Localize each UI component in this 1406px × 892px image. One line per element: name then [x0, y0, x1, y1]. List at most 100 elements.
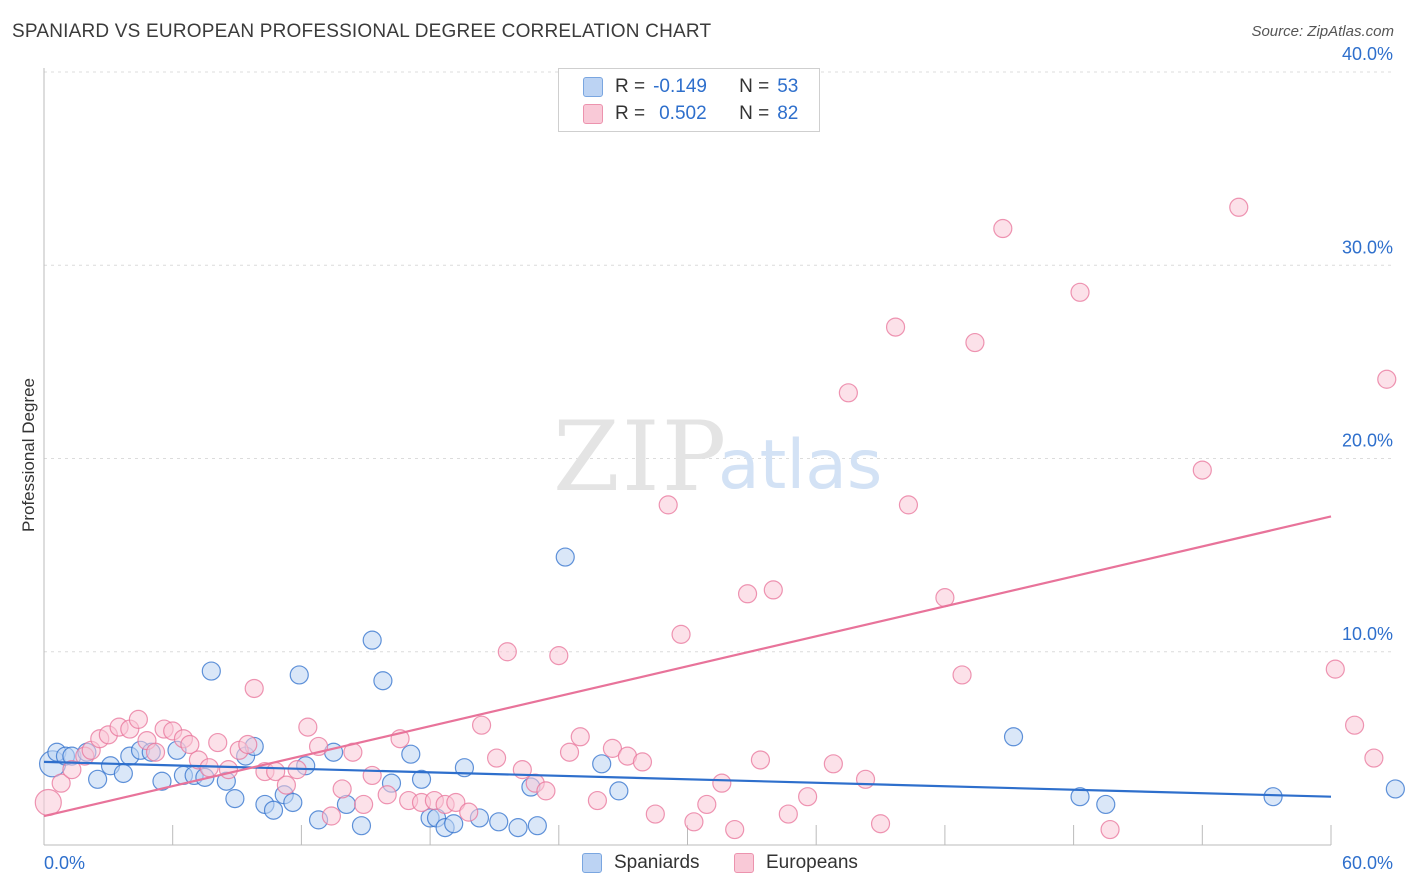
europeans-legend-swatch [734, 853, 754, 873]
europeans-point [238, 734, 258, 755]
spaniards-point [351, 816, 372, 836]
source-label: Source: ZipAtlas.com [1251, 23, 1394, 40]
r-label: R = [615, 103, 646, 124]
x-tick-label-max: 60.0% [1342, 853, 1393, 873]
watermark-zip: ZIP [553, 401, 728, 513]
n-value-spaniards: 53 [777, 76, 799, 97]
europeans-point [684, 812, 704, 832]
spaniards-point [152, 771, 172, 791]
europeans-point [459, 802, 479, 822]
europeans-point [354, 794, 374, 815]
spaniards-swatch [583, 77, 603, 97]
y-axis-label: Professional Degree [19, 378, 38, 532]
spaniards-trend-line [43, 760, 1332, 798]
europeans-point [208, 732, 228, 753]
europeans-point [34, 788, 62, 817]
legend-row-spaniards: R = -0.149 N = 53 [583, 75, 798, 99]
spaniards-point [592, 754, 612, 774]
europeans-point [778, 804, 798, 824]
r-label: R = [615, 76, 646, 97]
europeans-point [362, 765, 382, 786]
europeans-point [51, 773, 71, 793]
spaniards-point [289, 665, 309, 685]
europeans-point [1344, 715, 1365, 735]
europeans-swatch [583, 104, 603, 124]
y-tick-label: 20.0% [1342, 431, 1393, 451]
legend-item-spaniards[interactable]: Spaniards [582, 852, 700, 874]
spaniards-point [373, 671, 393, 691]
europeans-point [855, 769, 876, 789]
y-tick-label: 10.0% [1342, 624, 1393, 644]
spaniards-legend-label: Spaniards [614, 852, 700, 873]
europeans-point [1229, 197, 1249, 217]
europeans-point [737, 584, 758, 604]
spaniards-point [411, 769, 432, 789]
spaniards-point [263, 800, 284, 820]
n-label: N = [739, 76, 770, 97]
europeans-point [632, 752, 653, 772]
legend-item-europeans[interactable]: Europeans [734, 852, 858, 874]
spaniards-point [88, 769, 108, 789]
spaniards-point [489, 812, 509, 832]
europeans-point [798, 787, 818, 807]
europeans-point [62, 760, 82, 780]
europeans-point [671, 624, 691, 644]
europeans-point [763, 580, 783, 600]
europeans-point [885, 317, 906, 337]
europeans-point [486, 748, 507, 768]
europeans-point [1377, 369, 1397, 389]
europeans-point [321, 806, 342, 826]
spaniards-point [1096, 794, 1116, 815]
europeans-legend-label: Europeans [766, 852, 858, 873]
spaniards-point [201, 661, 221, 681]
spaniards-point [283, 792, 303, 813]
r-value-spaniards: -0.149 [653, 76, 707, 97]
europeans-point [645, 804, 665, 824]
europeans-point [145, 742, 166, 762]
europeans-point [218, 760, 239, 780]
europeans-point [898, 495, 919, 515]
europeans-point [570, 727, 590, 747]
spaniards-point [1385, 779, 1405, 799]
n-value-europeans: 82 [777, 103, 799, 124]
europeans-point [838, 383, 858, 403]
europeans-point [446, 792, 466, 813]
europeans-point [549, 646, 569, 666]
europeans-point [993, 218, 1013, 239]
europeans-trend-line [43, 515, 1332, 818]
europeans-point [587, 790, 608, 811]
spaniards-point [1003, 727, 1024, 747]
stats-legend: R = -0.149 N = 53 R = 0.502 N = 82 [558, 68, 820, 132]
spaniards-point [527, 816, 547, 836]
europeans-point [471, 715, 492, 735]
spaniards-point [1263, 787, 1283, 807]
europeans-point [697, 794, 717, 815]
y-tick-label: 40.0% [1342, 44, 1393, 64]
europeans-point [559, 742, 580, 762]
europeans-point [1364, 748, 1384, 768]
europeans-point [276, 775, 296, 795]
r-value-europeans: 0.502 [659, 103, 707, 124]
points-layer [34, 197, 1405, 840]
europeans-point [332, 779, 352, 799]
legend-row-europeans: R = 0.502 N = 82 [583, 102, 798, 126]
n-label: N = [739, 103, 770, 124]
spaniards-point [555, 547, 575, 567]
spaniards-point [444, 814, 464, 834]
europeans-point [658, 495, 678, 515]
spaniards-point [609, 781, 629, 801]
europeans-point [602, 738, 623, 758]
chart-title: SPANIARD VS EUROPEAN PROFESSIONAL DEGREE… [12, 21, 712, 42]
europeans-point [712, 773, 732, 793]
europeans-point [1325, 659, 1345, 679]
spaniards-point [113, 763, 133, 784]
europeans-point [536, 781, 556, 801]
spaniards-point [508, 818, 528, 838]
europeans-point [199, 758, 219, 778]
spaniards-point [1070, 787, 1090, 807]
spaniards-point [225, 789, 245, 809]
europeans-point [497, 642, 517, 662]
europeans-point [1192, 460, 1212, 480]
europeans-point [1100, 819, 1120, 840]
